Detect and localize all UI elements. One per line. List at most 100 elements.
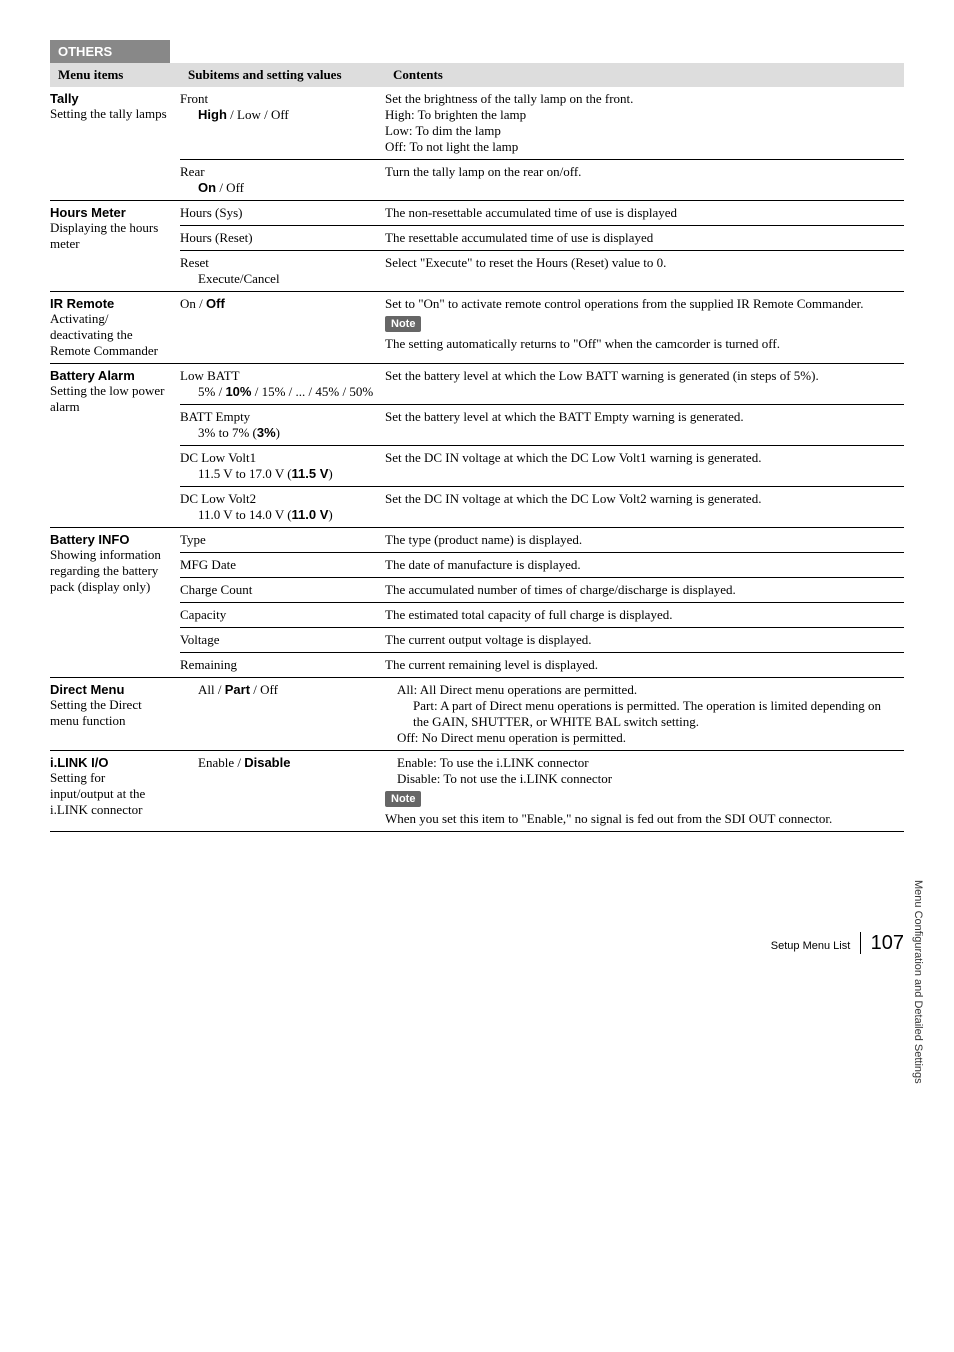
table-row-group: TallySetting the tally lampsFrontHigh / … [50,87,904,201]
contents-line: Set the brightness of the tally lamp on … [385,91,896,107]
subitem-line: 5% / 10% / 15% / ... / 45% / 50% [180,384,377,400]
subitem-cell: Hours (Reset) [180,226,385,250]
contents-line: The accumulated number of times of charg… [385,582,896,598]
menu-item-cell: i.LINK I/OSetting for input/output at th… [50,751,180,831]
contents-line: Set the DC IN voltage at which the DC Lo… [385,491,896,507]
table-row-group: Direct MenuSetting the Direct menu funct… [50,678,904,751]
contents-cell: The non-resettable accumulated time of u… [385,201,904,225]
page-footer: Setup Menu List 107 [50,932,904,955]
contents-cell: Set the battery level at which the BATT … [385,405,904,445]
header-col2: Subitems and setting values [180,63,385,87]
subitem-line: Voltage [180,632,377,648]
menu-item-title: Direct Menu [50,682,172,697]
contents-line: The resettable accumulated time of use i… [385,230,896,246]
contents-line: The estimated total capacity of full cha… [385,607,896,623]
contents-line: All: All Direct menu operations are perm… [385,682,896,698]
contents-cell: Turn the tally lamp on the rear on/off. [385,160,904,200]
sub-row: ResetExecute/Cancel Select "Execute" to r… [180,251,904,291]
sub-row: All / Part / Off All: All Direct menu ope… [180,678,904,750]
sub-row: On / OffSet to "On" to activate remote c… [180,292,904,356]
menu-item-desc: Setting the Direct menu function [50,697,172,729]
contents-cell: The current remaining level is displayed… [385,653,904,677]
menu-item-desc: Activating/ deactivating the Remote Comm… [50,311,172,359]
table-row-group: i.LINK I/OSetting for input/output at th… [50,751,904,832]
column-headers: Menu items Subitems and setting values C… [50,63,904,87]
subitem-cell: On / Off [180,292,385,356]
contents-line: The current remaining level is displayed… [385,657,896,673]
subitem-cell: BATT Empty3% to 7% (3%) [180,405,385,445]
contents-line: Select "Execute" to reset the Hours (Res… [385,255,896,271]
sub-row: RearOn / OffTurn the tally lamp on the r… [180,160,904,200]
subitem-line: 11.5 V to 17.0 V (11.5 V) [180,466,377,482]
subitem-cell: FrontHigh / Low / Off [180,87,385,159]
subitem-cell: All / Part / Off [180,678,385,750]
subitem-cell: Low BATT5% / 10% / 15% / ... / 45% / 50% [180,364,385,404]
sub-row: DC Low Volt111.5 V to 17.0 V (11.5 V)Set… [180,446,904,487]
footer-page: 107 [860,932,904,954]
subitem-cell: Enable / Disable [180,751,385,831]
subitem-line: High / Low / Off [180,107,377,123]
contents-line: High: To brighten the lamp [385,107,896,123]
sub-row: TypeThe type (product name) is displayed… [180,528,904,553]
contents-cell: The accumulated number of times of charg… [385,578,904,602]
subitem-cell: DC Low Volt111.5 V to 17.0 V (11.5 V) [180,446,385,486]
subrows: TypeThe type (product name) is displayed… [180,528,904,677]
subitem-line: Hours (Sys) [180,205,377,221]
contents-cell: Set the brightness of the tally lamp on … [385,87,904,159]
subitem-line: Charge Count [180,582,377,598]
contents-line: Off: No Direct menu operation is permitt… [385,730,896,746]
contents-line: The non-resettable accumulated time of u… [385,205,896,221]
header-col3: Contents [385,63,904,87]
sub-row: Hours (Reset) The resettable accumulated … [180,226,904,251]
sub-row: BATT Empty3% to 7% (3%)Set the battery l… [180,405,904,446]
contents-line: The date of manufacture is displayed. [385,557,896,573]
subitem-line: MFG Date [180,557,377,573]
subitem-line: Front [180,91,377,107]
contents-cell: The date of manufacture is displayed. [385,553,904,577]
contents-line: Low: To dim the lamp [385,123,896,139]
menu-item-title: Hours Meter [50,205,172,220]
menu-item-cell: Battery INFOShowing information regardin… [50,528,180,677]
menu-item-title: Battery INFO [50,532,172,547]
contents-cell: Select "Execute" to reset the Hours (Res… [385,251,904,291]
menu-item-cell: IR RemoteActivating/ deactivating the Re… [50,292,180,363]
menu-item-title: i.LINK I/O [50,755,172,770]
contents-line: Set the battery level at which the Low B… [385,368,896,384]
menu-item-desc: Setting for input/output at the i.LINK c… [50,770,172,818]
contents-cell: Set the battery level at which the Low B… [385,364,904,404]
contents-cell: The resettable accumulated time of use i… [385,226,904,250]
contents-cell: Enable: To use the i.LINK connectorDisab… [385,751,904,831]
subitem-line: Low BATT [180,368,377,384]
subitem-line: Hours (Reset) [180,230,377,246]
menu-item-desc: Setting the low power alarm [50,383,172,415]
subitem-line: DC Low Volt1 [180,450,377,466]
subitem-cell: Voltage [180,628,385,652]
subitem-line: Rear [180,164,377,180]
subitem-cell: RearOn / Off [180,160,385,200]
subitem-line: Reset [180,255,377,271]
menu-item-cell: Battery AlarmSetting the low power alarm [50,364,180,527]
subitem-line: On / Off [180,296,377,312]
section-header: OTHERS [50,40,170,63]
contents-cell: The current output voltage is displayed. [385,628,904,652]
subitem-cell: Hours (Sys) [180,201,385,225]
subitem-line: 11.0 V to 14.0 V (11.0 V) [180,507,377,523]
subitem-line: Execute/Cancel [180,271,377,287]
sub-row: FrontHigh / Low / OffSet the brightness … [180,87,904,160]
contents-cell: Set the DC IN voltage at which the DC Lo… [385,446,904,486]
contents-line: Off: To not light the lamp [385,139,896,155]
sub-row: DC Low Volt211.0 V to 14.0 V (11.0 V) Set… [180,487,904,527]
footer-title: Setup Menu List [771,940,851,952]
table-row-group: IR RemoteActivating/ deactivating the Re… [50,292,904,364]
subitem-cell: Charge Count [180,578,385,602]
sub-row: RemainingThe current remaining level is … [180,653,904,677]
menu-item-title: Tally [50,91,172,106]
subrows: FrontHigh / Low / OffSet the brightness … [180,87,904,200]
sub-row: Enable / DisableEnable: To use the i.LIN… [180,751,904,831]
subitem-line: All / Part / Off [180,682,377,698]
subitem-line: BATT Empty [180,409,377,425]
subitem-line: DC Low Volt2 [180,491,377,507]
contents-cell: All: All Direct menu operations are perm… [385,678,904,750]
header-col1: Menu items [50,63,180,87]
subitem-line: 3% to 7% (3%) [180,425,377,441]
